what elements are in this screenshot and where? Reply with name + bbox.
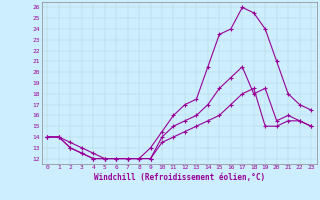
- X-axis label: Windchill (Refroidissement éolien,°C): Windchill (Refroidissement éolien,°C): [94, 173, 265, 182]
